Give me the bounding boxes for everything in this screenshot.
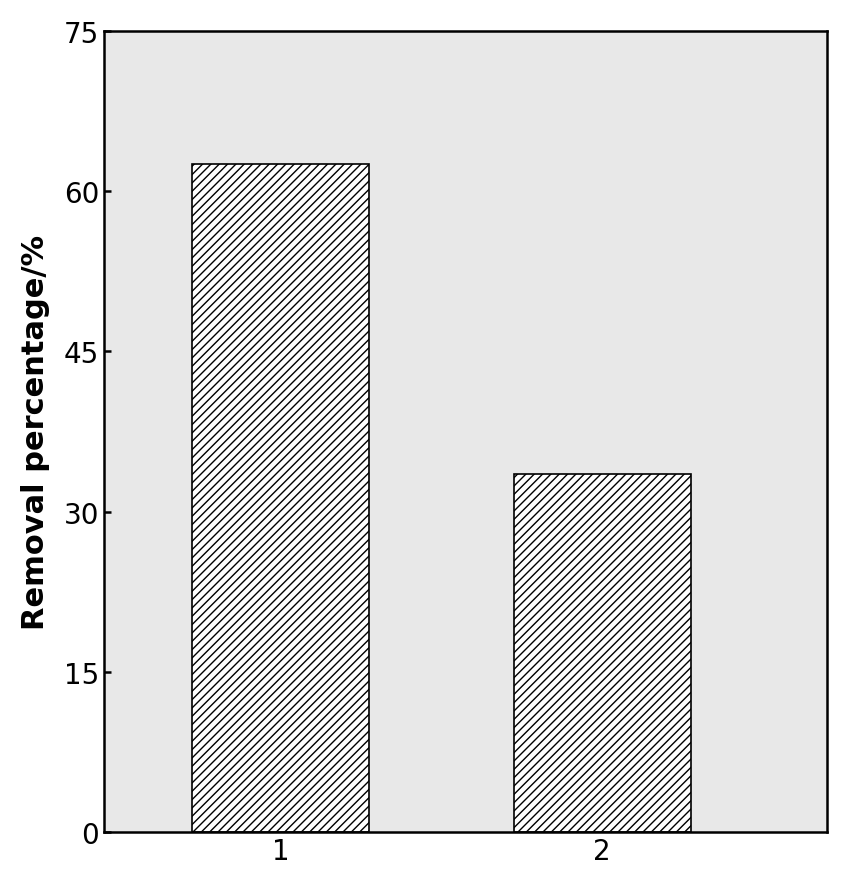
- Y-axis label: Removal percentage/%: Removal percentage/%: [21, 235, 50, 629]
- Bar: [514, 475, 690, 832]
- Bar: [192, 165, 369, 832]
